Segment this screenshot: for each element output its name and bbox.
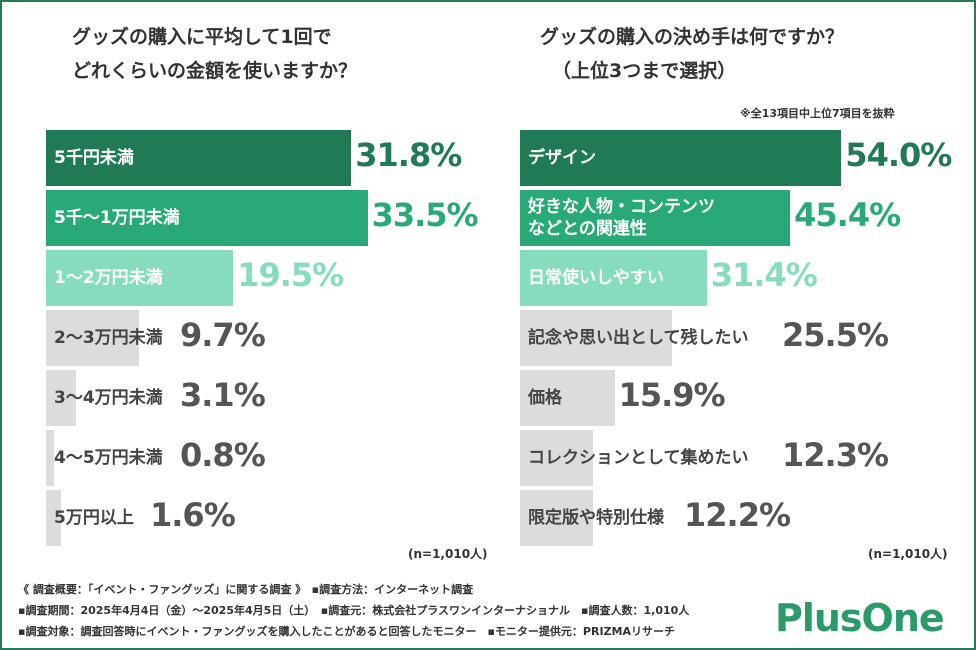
right-category-label-6: コレクションとして集めたい (528, 448, 749, 468)
right-category-label-1: デザイン (528, 148, 596, 168)
right-value-label-5: 15.9% (618, 376, 726, 414)
right-category-label-7: 限定版や特別仕様 (528, 508, 664, 528)
right-value-label-7: 12.2% (684, 496, 791, 534)
right-bar-2 (520, 190, 791, 246)
right-bar-7 (520, 490, 593, 546)
left-value-label-2: 33.5% (371, 196, 479, 234)
plusone-logo: PlusOne (775, 596, 945, 640)
right-value-label-6: 12.3% (782, 436, 889, 474)
left-value-label-3: 19.5% (237, 256, 344, 294)
left-chart-title-line1: グッズの購入に平均して1回で (72, 26, 332, 48)
right-chart-title-line1: グッズの購入の決め手は何ですか？ (540, 26, 845, 48)
left-category-label-5: 3～4万円未満 (54, 388, 163, 408)
left-bar-7 (46, 490, 62, 546)
left-bar-6 (46, 430, 54, 486)
right-value-label-1: 54.0% (845, 136, 952, 174)
right-bar-6 (520, 430, 594, 486)
right-bar-5 (520, 370, 615, 426)
left-value-label-6: 0.8% (180, 436, 266, 474)
left-category-label-3: 1～2万円未満 (54, 268, 163, 288)
footer-line-2: ▪調査期間：2025年4月4日（金）～2025年4月5日（土） ▪調査元：株式会… (18, 604, 690, 617)
footer-line-1: 《 調査概要：「イベント・ファングッズ」に関する調査 》 ▪調査方法：インターネ… (18, 583, 474, 596)
left-category-label-6: 4～5万円未満 (54, 448, 163, 468)
right-bar-3 (520, 250, 707, 306)
right-chart-subnote: ※全13項目中上位7項目を抜粋 (740, 107, 895, 120)
left-bar-1 (46, 130, 352, 186)
left-chart-sample-note: (n=1,010人) (408, 547, 488, 561)
right-category-label-4: 記念や思い出として残したい (528, 328, 749, 348)
right-category-label-3: 日常使いしやすい (528, 268, 664, 288)
right-bar-1 (520, 130, 842, 186)
left-value-label-1: 31.8% (355, 136, 462, 174)
left-bar-3 (46, 250, 234, 306)
left-bar-5 (46, 370, 76, 426)
left-value-label-7: 1.6% (150, 496, 236, 534)
left-bar-4 (46, 310, 140, 366)
left-category-label-2: 5千～1万円未満 (54, 208, 180, 228)
right-value-label-2: 45.4% (794, 196, 901, 234)
right-value-label-3: 31.4% (710, 256, 818, 294)
footer-line-3: ▪調査対象：調査回答時にイベント・ファングッズを購入したことがあると回答したモニ… (18, 625, 675, 638)
left-chart-title-line2: どれくらいの金額を使いますか？ (72, 60, 358, 82)
right-bar-4 (520, 310, 672, 366)
left-value-label-5: 3.1% (180, 376, 266, 414)
right-category-label-2: 好きな人物・コンテンツ などとの関連性 (528, 197, 715, 239)
left-value-label-4: 9.7% (180, 316, 266, 354)
left-bar-2 (46, 190, 368, 246)
right-category-label-5: 価格 (528, 388, 562, 408)
right-chart-title-line2: （上位3つまで選択） (552, 60, 737, 82)
left-category-label-1: 5千円未満 (54, 148, 134, 168)
left-category-label-7: 5万円以上 (54, 508, 134, 528)
left-category-label-4: 2～3万円未満 (54, 328, 163, 348)
right-value-label-4: 25.5% (782, 316, 889, 354)
right-chart-sample-note: (n=1,010人) (868, 547, 948, 561)
